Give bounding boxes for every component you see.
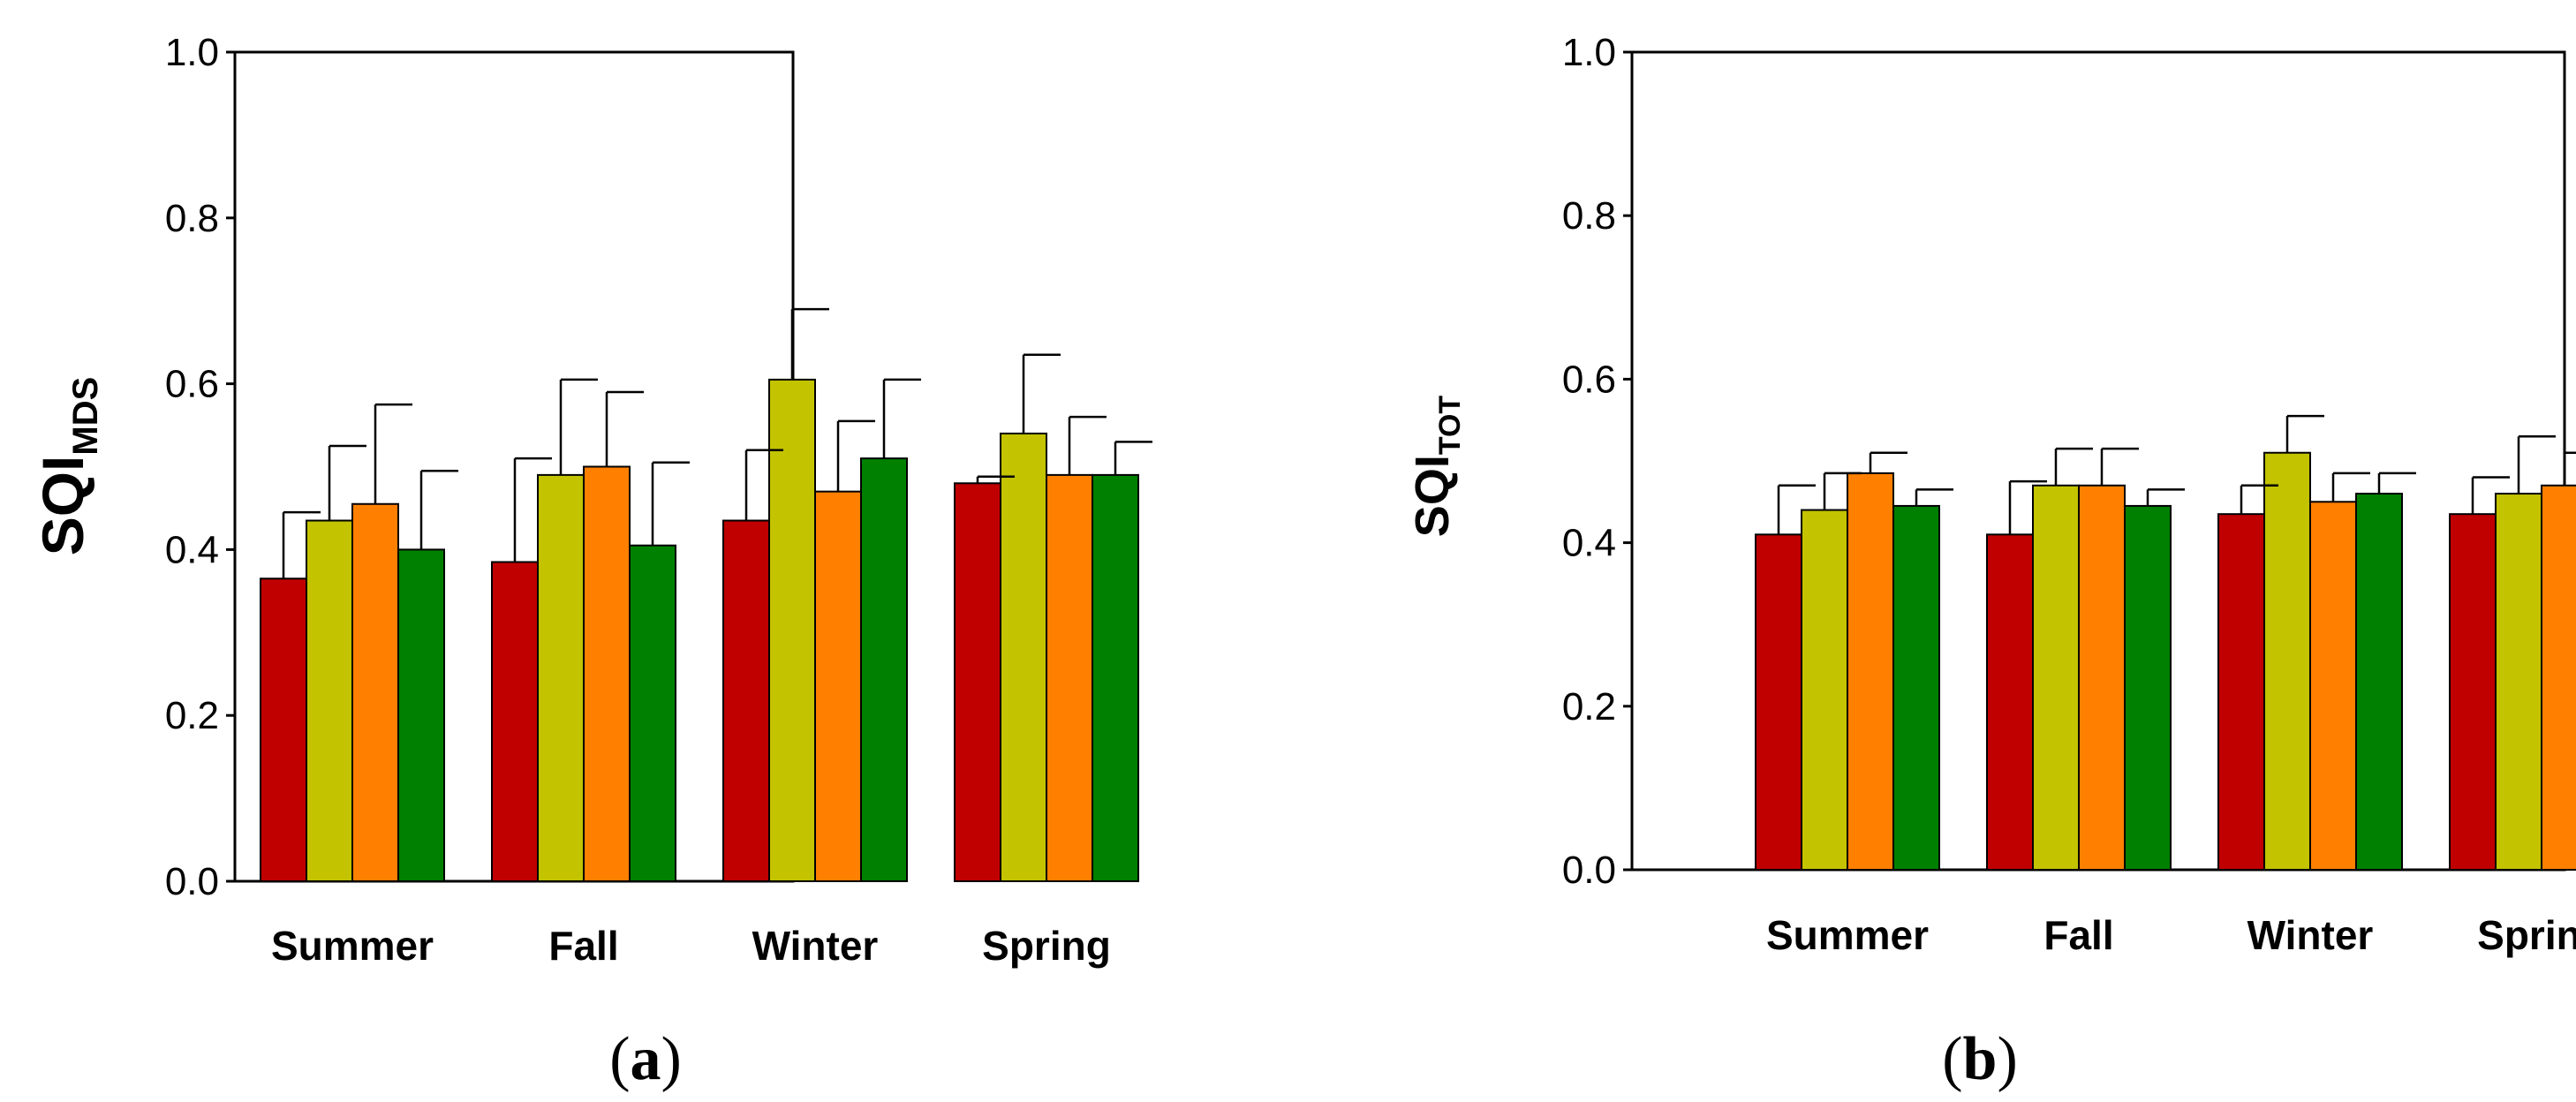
x-category-label: Spring xyxy=(2477,912,2576,958)
y-tick-label: 0.2 xyxy=(165,694,219,737)
bar xyxy=(2032,484,2080,872)
x-category-label: Summer xyxy=(1766,912,1929,958)
bar xyxy=(1092,473,1139,882)
bar xyxy=(722,519,770,882)
bar xyxy=(2355,493,2403,871)
panel-caption: (b) xyxy=(1942,1025,2018,1093)
y-axis-ticks: 0.0 0.2 0.4 0.6 0.8 1.0 xyxy=(1562,31,1632,892)
bar xyxy=(2449,513,2497,871)
panel-caption: (a) xyxy=(609,1025,682,1093)
bar xyxy=(2309,501,2357,871)
bar xyxy=(2078,484,2126,872)
bar xyxy=(768,378,816,882)
panel-letter: a xyxy=(631,1025,661,1093)
bar xyxy=(814,490,862,882)
y-tick-label: 0.0 xyxy=(1562,849,1616,892)
bar xyxy=(954,482,1001,883)
error-bars xyxy=(282,307,1152,579)
x-category-label: Fall xyxy=(2043,912,2113,958)
bars xyxy=(260,378,1139,883)
x-axis-categories: Summer Fall Winter Spring xyxy=(271,923,1111,969)
y-tick-label: 0.2 xyxy=(1562,685,1616,728)
bar xyxy=(491,561,539,882)
chart-panel-a: 0.0 0.2 0.4 0.6 0.8 1.0 Summer Fall Winter Sprin… xyxy=(30,31,1152,1093)
bar xyxy=(397,548,445,883)
bar xyxy=(1801,509,1848,871)
bar xyxy=(1847,472,1894,871)
x-category-label: Fall xyxy=(548,923,618,969)
bar xyxy=(2541,484,2576,872)
bar xyxy=(1000,432,1047,882)
bar xyxy=(1986,533,2034,872)
bar xyxy=(1046,473,1093,882)
y-tick-label: 1.0 xyxy=(165,31,219,74)
x-axis-categories: Summer Fall Winter Spring xyxy=(1766,912,2576,958)
bar xyxy=(860,457,908,882)
bar xyxy=(583,465,631,882)
bar xyxy=(2495,493,2542,871)
bar xyxy=(260,577,307,882)
y-tick-label: 0.4 xyxy=(1562,522,1616,565)
y-axis-label: SQITOT xyxy=(1406,396,1467,538)
error-bars xyxy=(1777,414,2576,535)
bar xyxy=(2217,513,2265,871)
y-tick-label: 0.0 xyxy=(165,860,219,903)
panel-letter: b xyxy=(1963,1025,1998,1093)
y-axis-ticks: 0.0 0.2 0.4 0.6 0.8 1.0 xyxy=(165,31,235,903)
x-category-label: Winter xyxy=(752,923,879,969)
bars xyxy=(1755,451,2576,872)
x-category-label: Summer xyxy=(271,923,434,969)
y-axis-label: SQIMDS xyxy=(30,377,105,556)
y-tick-label: 0.8 xyxy=(165,197,219,240)
chart-panel-b: 0.0 0.2 0.4 0.6 0.8 1.0 Summer Fall Winter Sprin… xyxy=(1406,31,2576,1093)
bar xyxy=(629,544,676,883)
x-category-label: Winter xyxy=(2247,912,2374,958)
bar xyxy=(306,519,353,882)
bar xyxy=(2124,504,2172,871)
y-tick-label: 0.6 xyxy=(1562,358,1616,401)
y-tick-label: 0.6 xyxy=(165,363,219,406)
y-tick-label: 0.8 xyxy=(1562,194,1616,238)
bar xyxy=(351,502,399,882)
bar xyxy=(1892,504,1940,871)
y-tick-label: 0.4 xyxy=(165,528,219,571)
bar xyxy=(2263,451,2311,871)
y-tick-label: 1.0 xyxy=(1562,31,1616,74)
bar xyxy=(1755,533,1802,872)
x-category-label: Spring xyxy=(982,923,1111,969)
bar xyxy=(537,473,585,882)
